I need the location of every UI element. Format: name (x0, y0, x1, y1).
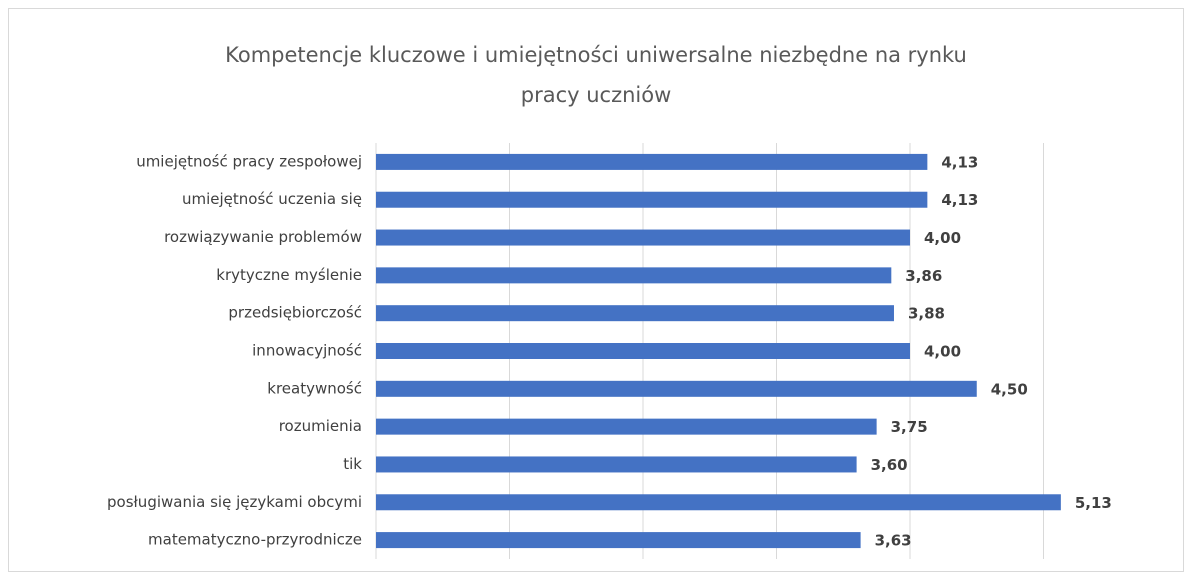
data-label: 5,13 (1075, 494, 1112, 512)
y-tick-label: przedsiębiorczość (228, 304, 362, 322)
bar (376, 380, 977, 397)
data-label: 4,50 (991, 380, 1028, 398)
bar (376, 494, 1061, 511)
bar (376, 267, 892, 284)
y-tick-label: umiejętność uczenia się (182, 190, 362, 208)
bar (376, 418, 877, 435)
y-tick-label: krytyczne myślenie (216, 266, 362, 284)
data-label: 4,13 (941, 191, 978, 209)
bar (376, 532, 861, 549)
chart-title: pracy uczniów (521, 83, 672, 107)
data-label: 3,86 (905, 267, 942, 285)
y-tick-label: innowacyjność (252, 342, 362, 360)
y-tick-label: rozumienia (279, 417, 362, 435)
y-tick-label: tik (343, 455, 362, 473)
bar (376, 153, 928, 170)
y-tick-label: rozwiązywanie problemów (164, 228, 362, 246)
data-label: 4,00 (924, 229, 961, 247)
chart-title: Kompetencje kluczowe i umiejętności uniw… (225, 43, 967, 67)
bar (376, 456, 857, 473)
data-label: 3,88 (908, 305, 945, 323)
data-label: 4,13 (941, 153, 978, 171)
data-label: 3,63 (875, 532, 912, 550)
y-tick-label: matematyczno-przyrodnicze (148, 531, 362, 549)
y-tick-label: kreatywność (267, 379, 362, 397)
data-label: 3,75 (891, 418, 928, 436)
chart-border (8, 8, 1184, 572)
bar (376, 191, 928, 208)
bar (376, 343, 910, 359)
y-tick-label: umiejętność pracy zespołowej (136, 152, 362, 170)
data-label: 3,60 (871, 456, 908, 474)
bar (376, 229, 910, 246)
bar (376, 305, 894, 322)
data-label: 4,00 (924, 343, 961, 361)
y-tick-label: posługiwania się językami obcymi (107, 493, 362, 511)
